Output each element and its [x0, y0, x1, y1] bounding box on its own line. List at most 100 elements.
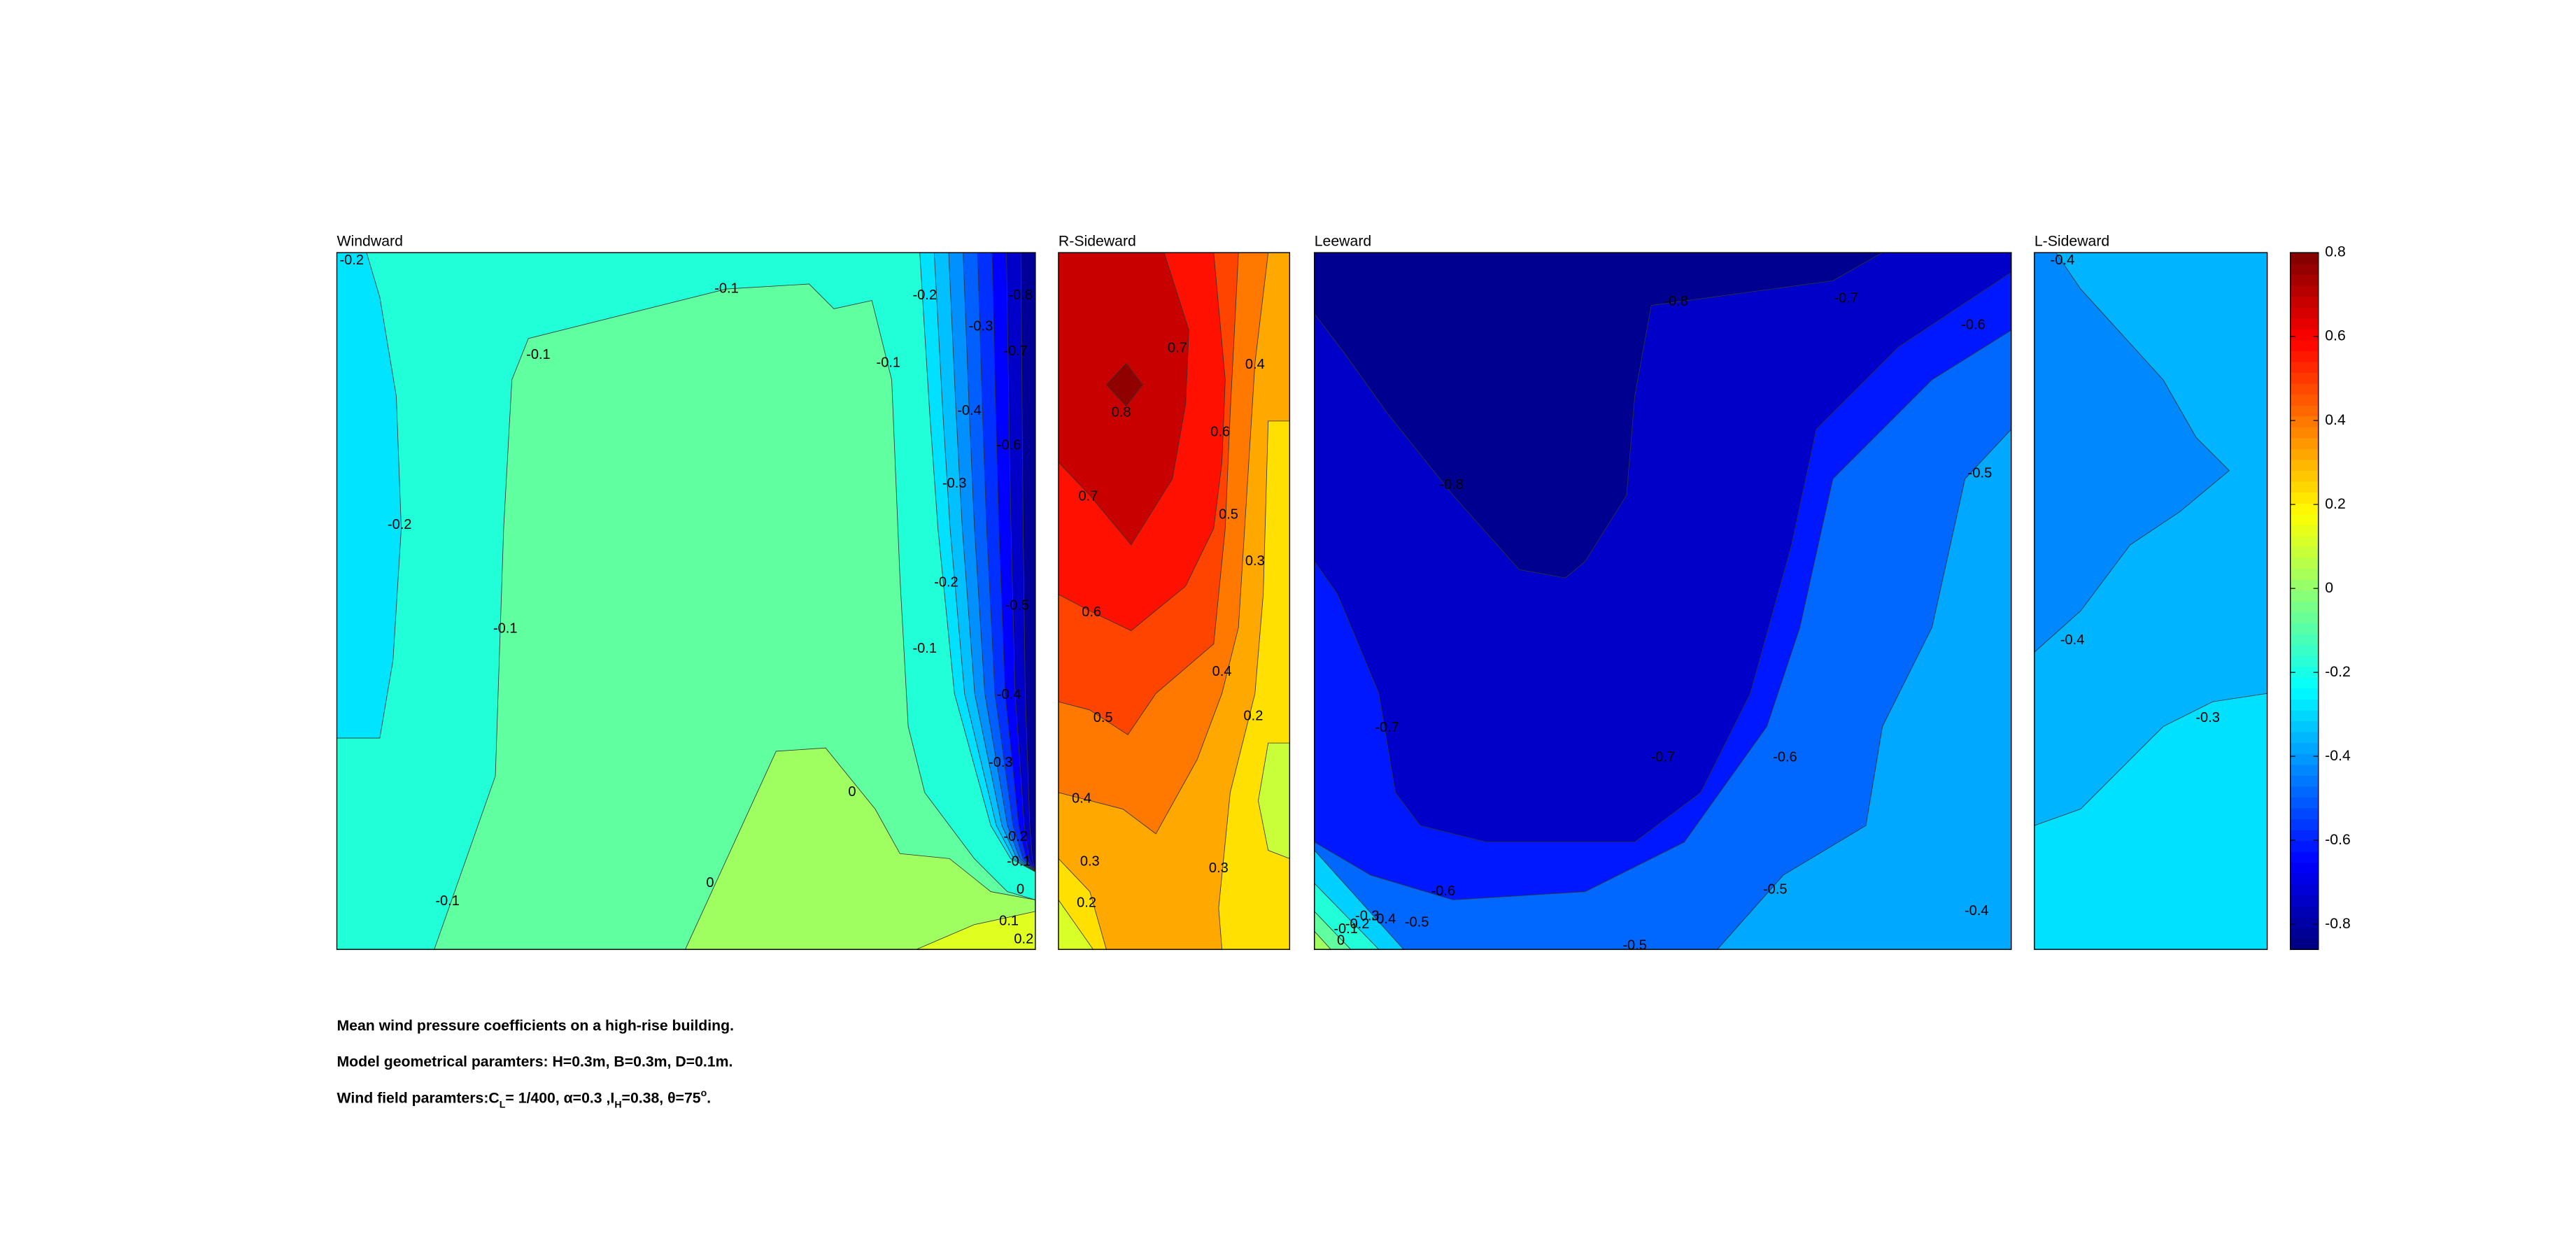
contour-label: -0.3 [989, 755, 1013, 770]
contour-label: -0.5 [1005, 598, 1030, 614]
colorbar-band [2290, 339, 2319, 351]
caption-line: Wind field paramters:CL= 1/400, α=0.3 ,I… [337, 1088, 711, 1111]
contour-label: -0.4 [997, 687, 1021, 702]
colorbar-band [2290, 481, 2319, 493]
colorbar-band [2290, 459, 2319, 471]
contour-label: 0.7 [1168, 340, 1187, 355]
contour-label: 0.3 [1080, 853, 1100, 869]
colorbar-band [2290, 263, 2319, 275]
panel-frame [336, 252, 1036, 950]
contour-label: 0.4 [1212, 664, 1232, 679]
panel-frame [1314, 252, 2012, 950]
contour-label: 0.3 [1245, 553, 1265, 569]
colorbar-band [2290, 448, 2319, 460]
colorbar-band [2290, 372, 2319, 384]
panel-title: R-Sideward [1059, 233, 1136, 250]
colorbar-tick-label: 0.8 [2325, 243, 2346, 260]
contour-label: -0.4 [957, 403, 982, 418]
contour-label: 0.2 [1014, 931, 1033, 946]
colorbar-band [2290, 611, 2319, 623]
colorbar-band [2290, 688, 2319, 700]
contour-region [1314, 252, 1884, 579]
contour-label: 0.2 [1243, 709, 1263, 724]
colorbar-band [2290, 797, 2319, 809]
contour-label: -0.1 [526, 347, 551, 362]
contour-label: -0.4 [1965, 903, 1989, 919]
contour-label: 0.7 [1078, 489, 1098, 504]
colorbar-band [2290, 437, 2319, 449]
colorbar-band [2290, 383, 2319, 395]
colorbar-frame [2289, 252, 2319, 950]
caption-superscript: o [701, 1088, 707, 1099]
contour-label: -0.8 [1664, 294, 1688, 309]
contour-label: 0.4 [1072, 791, 1091, 807]
colorbar-band [2290, 557, 2319, 569]
colorbar-band [2290, 807, 2319, 820]
contour-label: 0.5 [1219, 507, 1238, 523]
colorbar-tick-label: -0.6 [2325, 831, 2351, 848]
colorbar-band [2290, 721, 2319, 732]
contour-label: -0.4 [2060, 632, 2085, 648]
colorbar-band [2290, 938, 2319, 950]
colorbar-band [2290, 655, 2319, 667]
colorbar-band [2290, 296, 2319, 308]
colorbar-band [2290, 285, 2319, 297]
contour-label: -0.2 [934, 574, 958, 590]
contour-label: -0.5 [1968, 466, 1993, 481]
colorbar-band [2290, 764, 2319, 776]
colorbar: 0.8 0.6 0.4 0.2 0 -0.2 -0.4 -0.6 -0.8 [2289, 243, 2351, 950]
colorbar-band [2290, 916, 2319, 928]
panel-title: Leeward [1315, 233, 1371, 250]
contour-label: -0.8 [1439, 477, 1464, 492]
contour-label: -0.2 [912, 288, 937, 303]
contour-label: -0.2 [1345, 916, 1370, 932]
colorbar-band [2290, 753, 2319, 765]
colorbar-band [2290, 895, 2319, 907]
contour-label: -0.1 [1333, 921, 1358, 937]
colorbar-band [2290, 568, 2319, 580]
contour-label: -0.3 [942, 476, 967, 491]
contour-label: 0.2 [1077, 895, 1096, 910]
caption-subscript: H [614, 1100, 621, 1111]
colorbar-band [2290, 775, 2319, 787]
colorbar-band [2290, 350, 2319, 362]
contour-label: -0.7 [1003, 343, 1028, 359]
colorbar-band [2290, 677, 2319, 689]
colorbar-band [2290, 492, 2319, 504]
colorbar-band [2290, 862, 2319, 874]
colorbar-tick-label: -0.4 [2325, 747, 2351, 764]
colorbar-band [2290, 546, 2319, 558]
colorbar-tick-label: -0.8 [2325, 915, 2351, 932]
contour-label: 0.1 [999, 913, 1019, 928]
colorbar-band [2290, 644, 2319, 656]
contour-label: 0.8 [1112, 404, 1131, 420]
contour-label: 0.6 [1210, 425, 1230, 440]
colorbar-band [2290, 633, 2319, 646]
colorbar-band [2290, 709, 2319, 722]
colorbar-band [2290, 601, 2319, 613]
panel-frame [2034, 252, 2268, 950]
colorbar-band [2290, 742, 2319, 754]
colorbar-band [2290, 274, 2319, 286]
contour-label: -0.3 [969, 319, 993, 334]
contour-label: -0.6 [1431, 884, 1456, 899]
colorbar-band [2290, 329, 2319, 341]
colorbar-band [2290, 579, 2319, 591]
panel-title: Windward [337, 233, 402, 250]
contour-region [1105, 362, 1143, 407]
colorbar-band [2290, 666, 2319, 678]
colorbar-band [2290, 427, 2319, 439]
colorbar-band [2290, 905, 2319, 918]
contour-label: -0.7 [1651, 750, 1676, 765]
contour-label: -0.2 [1003, 829, 1028, 844]
contour-label: -0.4 [1372, 912, 1396, 927]
colorbar-band [2290, 318, 2319, 329]
contour-label: -0.6 [1773, 750, 1797, 765]
contour-label: 0 [1337, 933, 1345, 949]
colorbar-band [2290, 590, 2319, 602]
colorbar-band [2290, 525, 2319, 537]
caption-text: = 1/400, α=0.3 ,I [505, 1090, 614, 1107]
contour-region [434, 283, 1036, 950]
